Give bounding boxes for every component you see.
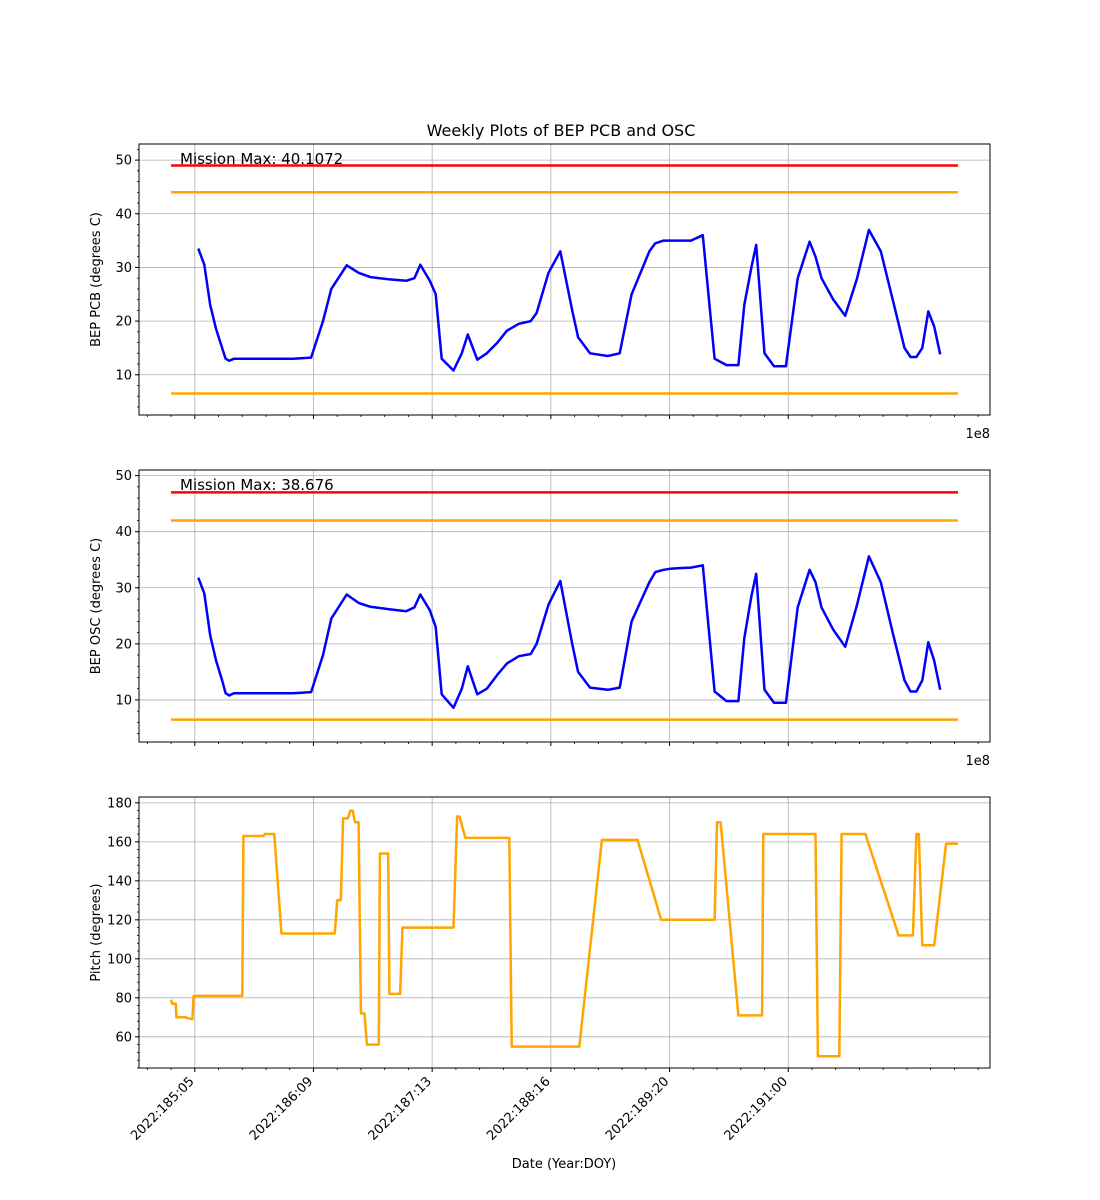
y-tick-label: 80 (115, 991, 132, 1006)
panel-2: 10 20 30 40 50 BEP OSC (degrees C) Mission Max… (89, 469, 991, 769)
y-tick-label: 20 (115, 637, 132, 652)
y-axis-label: BEP PCB (degrees C) (89, 212, 104, 347)
mission-max-annotation: Mission Max: 40.1072 (180, 150, 343, 168)
y-tick-label: 120 (107, 913, 132, 928)
y-tick-label: 160 (107, 835, 132, 850)
plot-frame (138, 469, 991, 743)
y-tick-label: 40 (115, 525, 132, 540)
figure-title: Weekly Plots of BEP PCB and OSC (427, 121, 696, 140)
y-tick-label: 100 (107, 952, 132, 967)
axis-offset-label: 1e8 (965, 427, 990, 442)
x-axis-label: Date (Year:DOY) (512, 1157, 617, 1172)
y-tick-label: 50 (115, 154, 132, 169)
y-axis-label: BEP OSC (degrees C) (89, 538, 104, 674)
plot-frame (138, 143, 991, 416)
y-tick-label: 180 (107, 796, 132, 811)
mission-max-annotation: Mission Max: 38.676 (180, 476, 334, 494)
plot-frame (138, 796, 991, 1069)
axis-offset-label: 1e8 (965, 754, 990, 769)
y-tick-label: 60 (115, 1030, 132, 1045)
panel-1: 10 20 30 40 50 BEP PCB (degrees C) Mission Max… (89, 143, 991, 442)
y-tick-label: 10 (115, 693, 132, 708)
y-tick-label: 20 (115, 315, 132, 330)
y-axis-label: Pitch (degrees) (89, 883, 104, 981)
y-tick-label: 30 (115, 581, 132, 596)
data-series-line (197, 228, 942, 372)
y-tick-label: 10 (115, 368, 132, 383)
y-tick-label: 50 (115, 469, 132, 484)
y-tick-label: 30 (115, 261, 132, 276)
y-tick-label: 140 (107, 874, 132, 889)
y-tick-label: 40 (115, 207, 132, 222)
data-series-line (197, 555, 942, 710)
data-series-line (169, 809, 958, 1058)
